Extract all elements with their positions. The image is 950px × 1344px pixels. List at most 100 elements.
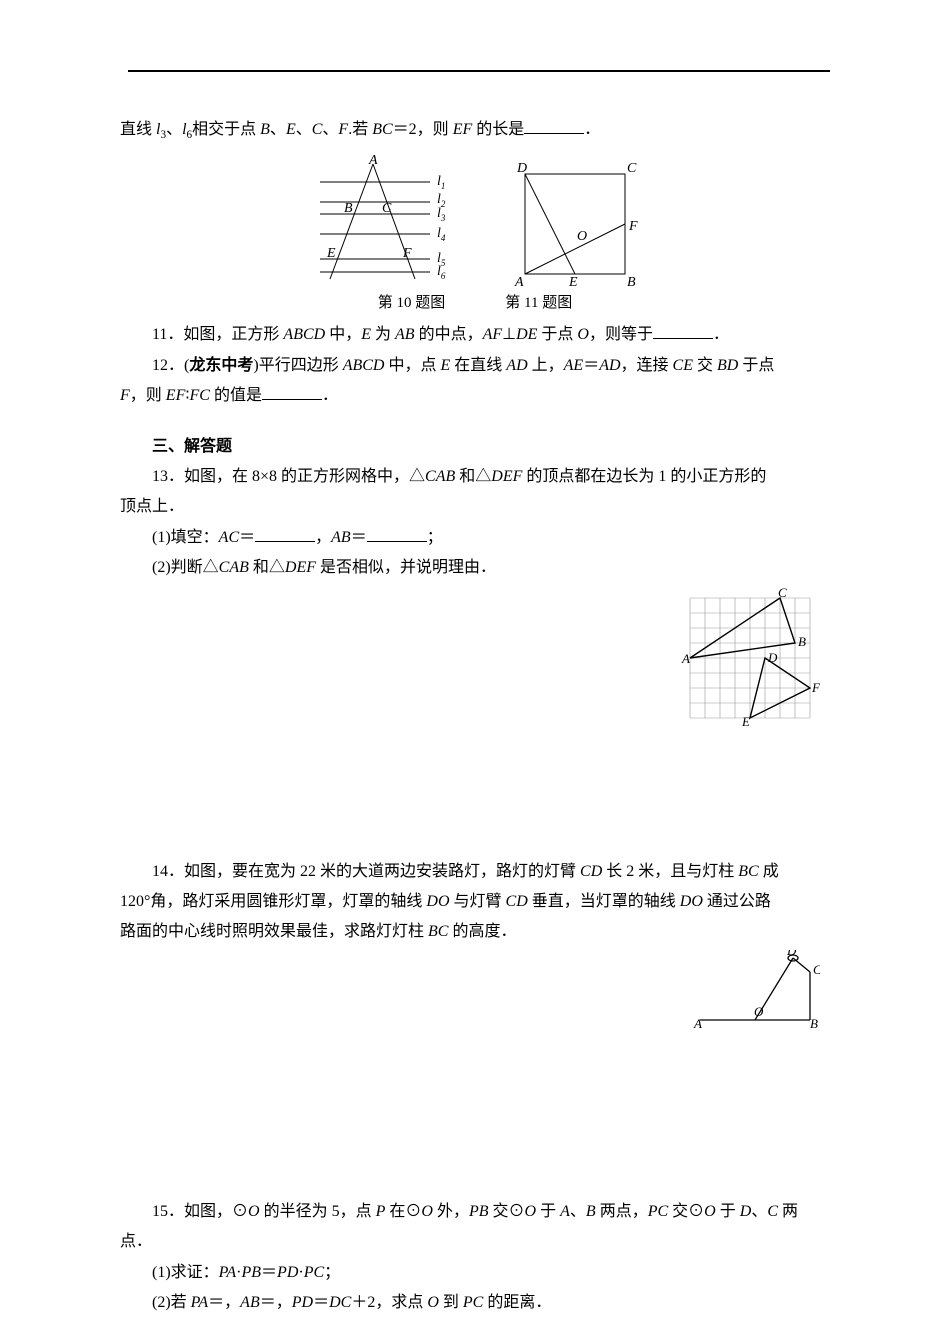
t: 两 xyxy=(778,1203,798,1220)
t: PC xyxy=(648,1203,668,1220)
t: )平行四边形 xyxy=(253,357,342,374)
t: 与灯臂 xyxy=(450,893,506,910)
t: CAB xyxy=(425,468,455,485)
t: AB xyxy=(240,1294,260,1311)
t: O xyxy=(525,1203,537,1220)
t: 的高度． xyxy=(448,923,516,940)
t: 、 xyxy=(166,121,182,138)
t: CD xyxy=(506,893,528,910)
lblC: C xyxy=(627,161,637,176)
t: 14．如图，要在宽为 22 米的大道两边安装路灯，路灯的灯臂 xyxy=(152,863,580,880)
t: 长 2 米，且与灯柱 xyxy=(602,863,738,880)
lblD: D xyxy=(516,161,527,176)
t: 于点 xyxy=(738,357,774,374)
t: ，则等于 xyxy=(589,326,653,343)
t: ⊥ xyxy=(502,326,516,343)
lblF: F xyxy=(628,219,638,234)
t: 的长是 xyxy=(472,121,524,138)
t: PA xyxy=(219,1264,236,1281)
blank xyxy=(262,384,322,400)
q12-line1: 12．(龙东中考)平行四边形 ABCD 中，点 E 在直线 AD 上，AE＝AD… xyxy=(120,351,830,381)
fig-captions: 第 10 题图 第 11 题图 xyxy=(120,291,830,312)
t: DE xyxy=(516,326,537,343)
q15-l2: 点． xyxy=(120,1227,830,1257)
lE: E xyxy=(741,714,750,728)
t: 、 xyxy=(751,1203,767,1220)
lD: D xyxy=(767,650,778,665)
t: ，连接 xyxy=(621,357,673,374)
t: AF xyxy=(483,326,503,343)
t: .若 xyxy=(348,121,372,138)
fig-q11: D C A B E F O xyxy=(505,154,645,289)
t: 中，点 xyxy=(384,357,440,374)
t: 在直线 xyxy=(450,357,506,374)
t: (1)求证： xyxy=(152,1264,219,1281)
t: B xyxy=(586,1203,596,1220)
t: ， xyxy=(315,529,331,546)
t: 通过公路 xyxy=(703,893,771,910)
t: 12．( xyxy=(152,357,189,374)
lblB: B xyxy=(344,201,353,216)
t: O xyxy=(577,326,589,343)
t: 、 xyxy=(570,1203,586,1220)
lC: C xyxy=(778,588,787,600)
t: AD xyxy=(599,357,620,374)
top-rule xyxy=(128,70,830,72)
fig-row-10-11: A B C E F l1 l2 l3 l4 l5 l6 D C xyxy=(120,154,830,289)
t: PC xyxy=(304,1264,324,1281)
t: 交⊙ xyxy=(489,1203,525,1220)
lblO: O xyxy=(577,229,587,244)
t: AB xyxy=(395,326,415,343)
lB: B xyxy=(798,634,806,649)
t: ＝ xyxy=(583,357,599,374)
t: 15．如图，⊙ xyxy=(152,1203,248,1220)
t: FC xyxy=(190,387,210,404)
q15-l1: 15．如图，⊙O 的半径为 5，点 P 在⊙O 外，PB 交⊙O 于 A、B 两… xyxy=(120,1197,830,1227)
t: DEF xyxy=(285,559,316,576)
t: EF xyxy=(166,387,186,404)
t: 、 xyxy=(296,121,312,138)
lA: A xyxy=(693,1016,702,1030)
t: 的顶点都在边长为 1 的小正方形的 xyxy=(522,468,766,485)
fig-q14: A B C D O xyxy=(690,950,820,1030)
ll1: l1 xyxy=(437,174,445,191)
t: PB xyxy=(469,1203,489,1220)
t: 的半径为 5，点 xyxy=(260,1203,376,1220)
t: 11．如图，正方形 xyxy=(152,326,283,343)
t: 和△ xyxy=(455,468,491,485)
q11-line: 11．如图，正方形 ABCD 中，E 为 AB 的中点，AF⊥DE 于点 O，则… xyxy=(120,320,830,350)
t: F xyxy=(338,121,348,138)
t: ； xyxy=(324,1264,340,1281)
t: E xyxy=(361,326,371,343)
t: 、 xyxy=(322,121,338,138)
t: 在⊙ xyxy=(385,1203,421,1220)
lD: D xyxy=(786,950,797,958)
t: A xyxy=(560,1203,570,1220)
cap11: 第 11 题图 xyxy=(505,291,572,312)
t: ＝， xyxy=(208,1294,240,1311)
lblA: A xyxy=(514,275,524,289)
t: BC xyxy=(372,121,392,138)
t: ＋2，求点 xyxy=(351,1294,427,1311)
t: ＝ xyxy=(351,529,367,546)
t: 直线 xyxy=(120,121,156,138)
t: DO xyxy=(680,893,703,910)
t: (2)判断△ xyxy=(152,559,219,576)
section3: 三、解答题 xyxy=(120,432,830,462)
t: ABCD xyxy=(343,357,385,374)
q13-p2: (2)判断△CAB 和△DEF 是否相似，并说明理由． xyxy=(120,553,830,583)
t: BC xyxy=(428,923,448,940)
lblF: F xyxy=(402,246,412,261)
t: O xyxy=(248,1203,260,1220)
t: 相交于点 xyxy=(192,121,260,138)
t: B xyxy=(260,121,270,138)
t: CD xyxy=(580,863,602,880)
t: 120°角，路灯采用圆锥形灯罩，灯罩的轴线 xyxy=(120,893,426,910)
t: 成 xyxy=(759,863,779,880)
t: PB xyxy=(241,1264,261,1281)
t: BD xyxy=(717,357,738,374)
t: E xyxy=(286,121,296,138)
t: 路面的中心线时照明效果最佳，求路灯灯柱 xyxy=(120,923,428,940)
t: P xyxy=(376,1203,386,1220)
t: CE xyxy=(673,357,693,374)
